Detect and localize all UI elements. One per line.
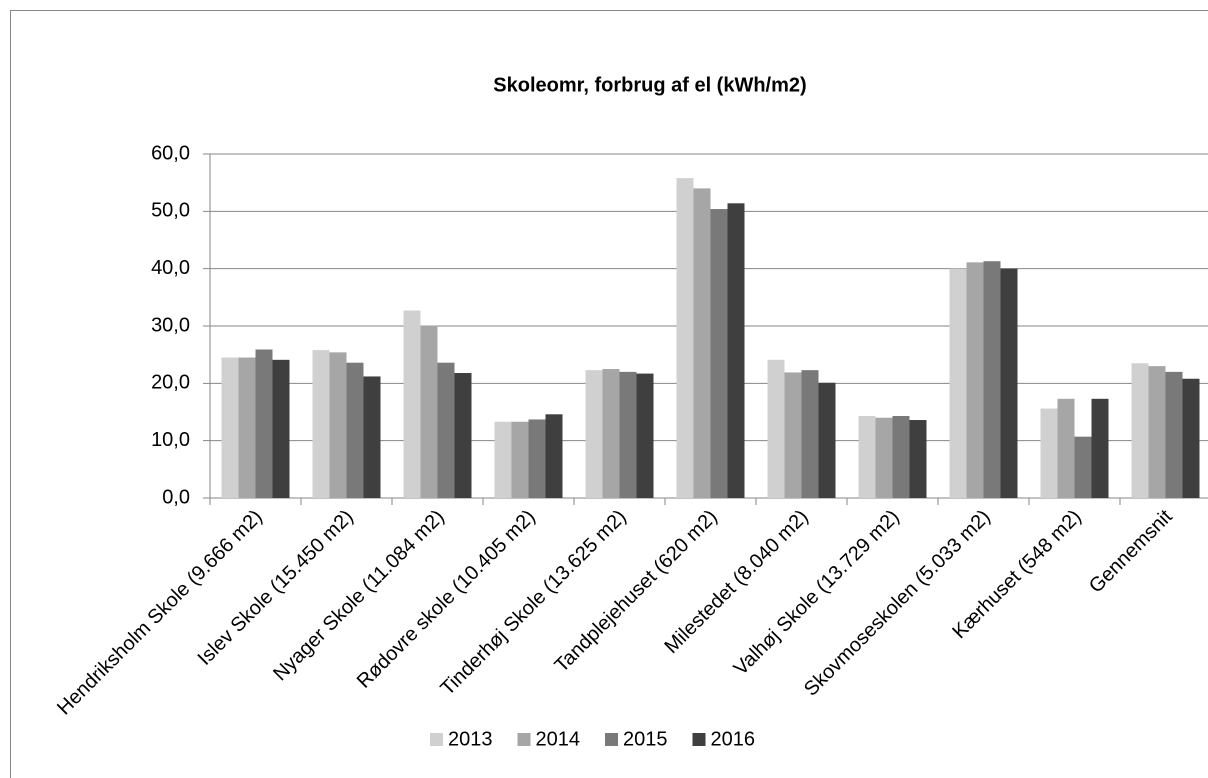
y-tick-label: 30,0 <box>151 314 190 336</box>
bar <box>875 417 893 498</box>
bar <box>1057 398 1075 498</box>
bar <box>966 262 984 498</box>
bar <box>1040 408 1058 498</box>
bar <box>312 350 330 498</box>
bar <box>272 359 290 498</box>
bar <box>437 362 455 498</box>
bar <box>983 261 1001 498</box>
bar <box>693 188 711 498</box>
bar <box>545 414 563 498</box>
bar <box>710 209 728 499</box>
bar <box>784 372 802 498</box>
bar <box>403 310 421 498</box>
bar <box>619 371 637 498</box>
bar <box>1182 378 1200 498</box>
bar <box>892 416 910 498</box>
y-tick-label: 40,0 <box>151 257 190 279</box>
legend-swatch <box>605 733 618 746</box>
bar <box>602 369 620 498</box>
bar <box>818 382 836 498</box>
bar <box>636 373 654 498</box>
legend-swatch <box>430 733 443 746</box>
bar <box>420 325 438 498</box>
bar <box>585 370 603 498</box>
bar <box>255 349 273 498</box>
bar <box>454 373 472 498</box>
bar <box>949 268 967 498</box>
bar <box>1000 268 1018 498</box>
legend-label: 2014 <box>536 728 581 750</box>
legend-swatch <box>692 733 706 746</box>
bar <box>1165 371 1183 498</box>
y-tick-label: 0,0 <box>162 486 190 508</box>
bar <box>1131 363 1149 498</box>
bar <box>801 370 819 498</box>
bar <box>528 419 546 498</box>
bar <box>329 352 347 498</box>
y-tick-label: 50,0 <box>151 200 190 222</box>
y-tick-label: 20,0 <box>151 372 190 394</box>
bar <box>346 362 364 498</box>
bar <box>511 421 529 498</box>
bar <box>727 203 745 498</box>
bar <box>909 420 927 498</box>
bar <box>363 376 381 498</box>
bar <box>1074 436 1092 498</box>
chart-title: Skoleomr, forbrug af el (kWh/m2) <box>493 74 806 96</box>
y-tick-label: 60,0 <box>151 142 190 164</box>
legend-label: 2013 <box>448 728 493 750</box>
bar <box>767 359 785 498</box>
legend-label: 2016 <box>711 728 756 750</box>
bar <box>238 357 256 498</box>
bar <box>858 416 876 498</box>
legend-swatch <box>517 733 531 746</box>
bar <box>221 357 239 498</box>
bar <box>1091 398 1109 498</box>
y-tick-label: 10,0 <box>151 429 190 451</box>
bar <box>494 421 512 498</box>
bar <box>676 178 694 498</box>
legend-label: 2015 <box>623 728 668 750</box>
bar <box>1148 366 1166 498</box>
